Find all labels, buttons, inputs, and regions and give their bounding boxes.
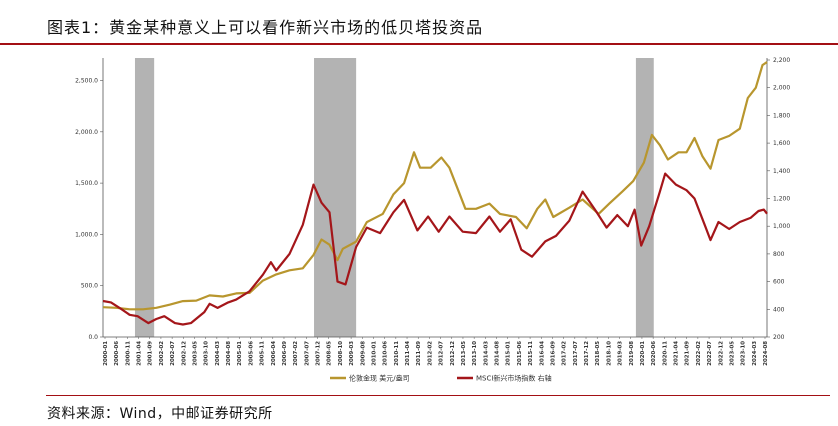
x-tick-label: 2018-05 [595, 341, 601, 366]
axes: 0.0500.01,000.01,500.02,000.02,500.02004… [75, 57, 790, 366]
x-tick-label: 2003-10 [204, 341, 210, 366]
x-tick-label: 2021-09 [685, 341, 691, 366]
x-tick-label: 2015-11 [528, 341, 534, 366]
x-tick-label: 2022-12 [718, 341, 724, 366]
x-tick-label: 2001-09 [148, 341, 154, 366]
x-tick-label: 2011-09 [416, 341, 422, 366]
x-tick-label: 2014-08 [495, 341, 501, 366]
x-tick-label: 2006-09 [282, 341, 288, 366]
x-tick-label: 2012-07 [439, 341, 445, 366]
x-tick-label: 2024-08 [763, 341, 769, 366]
x-tick-label: 2000-06 [114, 341, 120, 366]
right-tick-label: 800 [773, 251, 785, 258]
x-tick-label: 2000-11 [125, 341, 131, 366]
left-tick-label: 1,500.0 [75, 180, 98, 187]
x-tick-label: 2015-06 [517, 341, 523, 366]
shaded-period-0 [134, 58, 155, 337]
x-tick-label: 2004-03 [215, 341, 221, 366]
x-tick-label: 2017-07 [573, 341, 579, 366]
shaded-period-1 [314, 58, 357, 337]
right-tick-label: 400 [773, 306, 785, 313]
source-note: 资料来源：Wind，中邮证券研究所 [47, 406, 273, 422]
left-tick-label: 500.0 [81, 283, 98, 290]
x-tick-label: 2013-05 [461, 341, 467, 366]
x-tick-label: 2015-01 [506, 341, 512, 366]
x-tick-label: 2008-10 [338, 341, 344, 366]
x-tick-label: 2005-11 [260, 341, 266, 366]
x-tick-label: 2013-10 [472, 341, 478, 366]
right-tick-label: 600 [773, 279, 785, 286]
x-tick-label: 2005-01 [237, 341, 243, 366]
shaded-periods [134, 58, 654, 337]
x-tick-label: 2014-03 [483, 341, 489, 366]
x-tick-label: 2023-05 [729, 341, 735, 366]
page-title: 图表1：黄金某种意义上可以看作新兴市场的低贝塔投资品 [47, 18, 484, 37]
x-tick-label: 2020-06 [651, 341, 657, 366]
gold-price-line [102, 61, 768, 311]
x-tick-label: 2012-02 [427, 341, 433, 366]
right-tick-label: 1,600 [773, 140, 790, 147]
left-tick-label: 0.0 [88, 334, 98, 341]
x-tick-label: 2016-09 [550, 341, 556, 366]
x-tick-label: 2002-02 [159, 341, 165, 366]
right-tick-label: 2,200 [773, 57, 790, 64]
legend: 伦敦金现 美元/盎司 MSCI新兴市场指数 右轴 [330, 374, 552, 383]
x-tick-label: 2009-08 [360, 341, 366, 366]
left-tick-label: 1,000.0 [75, 231, 98, 238]
x-tick-label: 2004-08 [226, 341, 232, 366]
x-tick-label: 2010-06 [383, 341, 389, 366]
x-tick-label: 2016-04 [539, 341, 545, 366]
x-tick-label: 2003-05 [192, 341, 198, 366]
right-tick-label: 1,000 [773, 223, 790, 230]
x-tick-label: 2017-02 [562, 341, 568, 366]
x-tick-label: 2019-03 [618, 341, 624, 366]
x-tick-label: 2022-07 [707, 341, 713, 366]
msci-em-line [102, 172, 768, 326]
x-tick-label: 2024-03 [752, 341, 758, 366]
header-rule [0, 43, 838, 45]
x-tick-label: 2020-01 [640, 341, 646, 366]
legend-label-msci: MSCI新兴市场指数 右轴 [476, 374, 552, 383]
x-tick-label: 2012-12 [450, 341, 456, 366]
x-tick-label: 2018-10 [606, 341, 612, 366]
x-tick-label: 2010-11 [394, 341, 400, 366]
x-tick-label: 2006-04 [271, 341, 277, 366]
x-tick-label: 2020-11 [662, 341, 668, 366]
x-tick-label: 2007-12 [316, 341, 322, 366]
left-tick-label: 2,500.0 [75, 78, 98, 85]
x-tick-label: 2007-02 [293, 341, 299, 366]
x-tick-label: 2005-06 [248, 341, 254, 366]
x-tick-label: 2001-04 [137, 341, 143, 366]
x-tick-label: 2000-01 [103, 341, 109, 366]
right-tick-label: 200 [773, 334, 785, 341]
x-tick-label: 2002-12 [181, 341, 187, 366]
x-tick-label: 2002-07 [170, 341, 176, 366]
x-tick-label: 2011-04 [405, 341, 411, 366]
x-tick-label: 2010-01 [371, 341, 377, 366]
shaded-period-2 [635, 58, 654, 337]
x-tick-label: 2008-05 [327, 341, 333, 366]
right-tick-label: 1,400 [773, 168, 790, 175]
legend-label-gold: 伦敦金现 美元/盎司 [349, 374, 410, 383]
x-tick-label: 2019-08 [629, 341, 635, 366]
x-tick-label: 2022-02 [696, 341, 702, 366]
right-tick-label: 2,000 [773, 85, 790, 92]
left-tick-label: 2,000.0 [75, 129, 98, 136]
footer-rule [46, 395, 830, 396]
x-tick-label: 2021-04 [674, 341, 680, 366]
x-tick-label: 2009-03 [349, 341, 355, 366]
x-tick-label: 2023-10 [741, 341, 747, 366]
chart: 0.0500.01,000.01,500.02,000.02,500.02004… [75, 57, 790, 383]
right-tick-label: 1,800 [773, 112, 790, 119]
right-tick-label: 1,200 [773, 196, 790, 203]
series-lines [102, 61, 768, 326]
header: 图表1：黄金某种意义上可以看作新兴市场的低贝塔投资品 [0, 0, 838, 45]
x-tick-label: 2017-12 [584, 341, 590, 366]
x-tick-label: 2007-07 [304, 341, 310, 366]
